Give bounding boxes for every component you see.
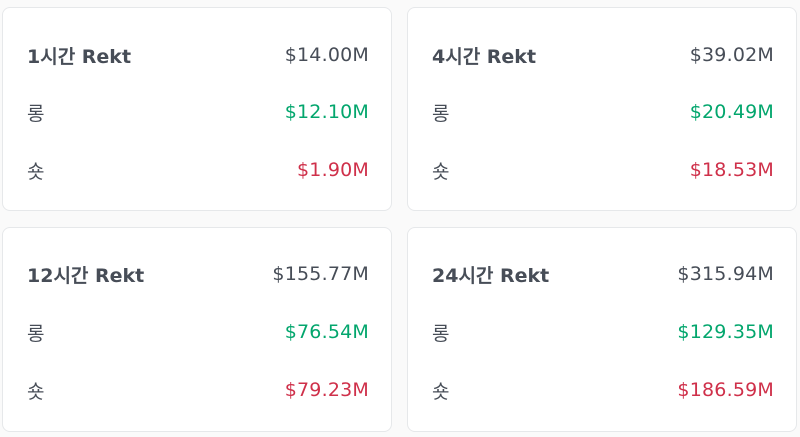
card-header-row: 4시간 Rekt $39.02M [432,40,774,70]
card-title: 4시간 Rekt [432,45,537,68]
short-value: $79.23M [284,379,369,401]
short-label: 숏 [432,160,450,183]
short-row: 숏 $79.23M [27,375,369,405]
rekt-card-24h: 24시간 Rekt $315.94M 롱 $129.35M 숏 $186.59M [407,227,797,432]
long-label: 롱 [27,322,45,345]
card-header-row: 24시간 Rekt $315.94M [432,259,774,289]
short-row: 숏 $186.59M [432,375,774,405]
long-value: $12.10M [284,101,369,123]
card-title: 24시간 Rekt [432,264,550,287]
rekt-card-1h: 1시간 Rekt $14.00M 롱 $12.10M 숏 $1.90M [2,7,392,211]
short-label: 숏 [27,380,45,403]
short-label: 숏 [432,380,450,403]
rekt-card-4h: 4시간 Rekt $39.02M 롱 $20.49M 숏 $18.53M [407,7,797,211]
short-value: $18.53M [689,159,774,181]
long-value: $20.49M [689,101,774,123]
long-row: 롱 $20.49M [432,97,774,127]
total-value: $315.94M [677,263,774,285]
short-label: 숏 [27,160,45,183]
long-value: $76.54M [284,321,369,343]
rekt-card-12h: 12시간 Rekt $155.77M 롱 $76.54M 숏 $79.23M [2,227,392,432]
total-value: $14.00M [284,44,369,66]
total-value: $39.02M [689,44,774,66]
short-row: 숏 $18.53M [432,155,774,185]
short-value: $1.90M [297,159,369,181]
long-label: 롱 [432,322,450,345]
short-row: 숏 $1.90M [27,155,369,185]
long-label: 롱 [27,102,45,125]
total-value: $155.77M [272,263,369,285]
card-title: 12시간 Rekt [27,264,145,287]
long-row: 롱 $76.54M [27,317,369,347]
long-row: 롱 $12.10M [27,97,369,127]
short-value: $186.59M [677,379,774,401]
long-row: 롱 $129.35M [432,317,774,347]
card-header-row: 12시간 Rekt $155.77M [27,259,369,289]
card-header-row: 1시간 Rekt $14.00M [27,40,369,70]
card-title: 1시간 Rekt [27,45,132,68]
long-label: 롱 [432,102,450,125]
long-value: $129.35M [677,321,774,343]
